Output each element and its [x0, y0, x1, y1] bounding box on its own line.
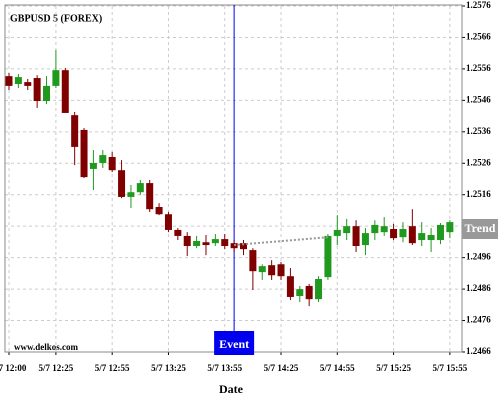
candle-body: [446, 222, 454, 233]
candle-body: [399, 229, 407, 238]
candle-body: [89, 162, 97, 169]
candle-body: [108, 156, 116, 171]
trend-label: Trend: [465, 221, 496, 235]
x-tick-label: 5/7 14:55: [320, 363, 355, 373]
candle-body: [155, 206, 163, 215]
candle-body: [418, 233, 426, 241]
candle-body: [61, 70, 69, 113]
x-tick-label: 5/7 12:25: [39, 363, 74, 373]
y-tick-label: 1.2496: [466, 252, 491, 262]
y-tick-label: 1.2466: [466, 346, 491, 356]
candle-body: [305, 285, 313, 300]
candle-body: [211, 239, 219, 244]
y-tick-label: 1.2556: [466, 63, 491, 73]
candle-body: [127, 192, 135, 197]
x-tick-label: 5/7 13:55: [207, 363, 242, 373]
candle-body: [221, 239, 229, 246]
candle-body: [14, 77, 22, 85]
candle-body: [371, 224, 379, 234]
candle-body: [390, 229, 398, 239]
candle-body: [5, 76, 13, 86]
y-tick-label: 1.2476: [466, 315, 491, 325]
candle-body: [408, 226, 416, 244]
candle-body: [136, 183, 144, 193]
y-tick-label: 1.2526: [466, 157, 491, 167]
candle-body: [324, 235, 332, 278]
candle-body: [193, 240, 201, 246]
candle-body: [296, 289, 304, 297]
candle-body: [258, 266, 266, 273]
candle-body: [249, 250, 257, 272]
event-label-box: [214, 331, 255, 355]
candle-body: [315, 279, 323, 300]
candle-body: [52, 70, 60, 86]
y-tick-label: 1.2566: [466, 32, 491, 42]
candle-body: [352, 226, 360, 246]
candle-body: [33, 78, 41, 101]
y-tick-label: 1.2486: [466, 283, 491, 293]
x-tick-label: 5/7 14:25: [264, 363, 299, 373]
candle-body: [183, 235, 191, 246]
candle-body: [80, 129, 88, 178]
candle-body: [174, 229, 182, 236]
y-tick-label: 1.2546: [466, 94, 491, 104]
x-tick-label: 5/7 12:55: [95, 363, 130, 373]
candle-body: [43, 85, 51, 101]
candle-body: [164, 214, 172, 230]
y-tick-label: 1.2516: [466, 189, 491, 199]
candle-body: [268, 265, 276, 276]
watermark: www.delkos.com: [14, 342, 79, 352]
candle-body: [343, 226, 351, 234]
candle-body: [24, 82, 32, 86]
candle-body: [427, 234, 435, 241]
x-tick-label: 5/7 12:00: [0, 363, 27, 373]
candle-body: [240, 243, 247, 250]
x-tick-label: 5/7 13:25: [151, 363, 186, 373]
candle-body: [277, 264, 285, 277]
candle-body: [118, 170, 126, 197]
x-axis-label: Date: [219, 382, 244, 396]
y-tick-label: 1.2576: [466, 0, 491, 10]
candle-body: [99, 155, 107, 163]
x-tick-label: 5/7 15:25: [376, 363, 411, 373]
candle-body: [146, 183, 154, 210]
trend-label-box: [462, 219, 498, 239]
candle-body: [380, 226, 388, 233]
candle-body: [333, 229, 341, 236]
candle-body: [436, 224, 444, 241]
y-tick-label: 1.2536: [466, 126, 491, 136]
x-tick-label: 5/7 15:55: [432, 363, 467, 373]
candle-body: [71, 115, 79, 147]
candle-body: [230, 243, 238, 249]
candle-body: [361, 233, 369, 246]
candle-body: [286, 276, 294, 297]
event-label: Event: [219, 337, 249, 351]
candle-body: [202, 242, 210, 246]
